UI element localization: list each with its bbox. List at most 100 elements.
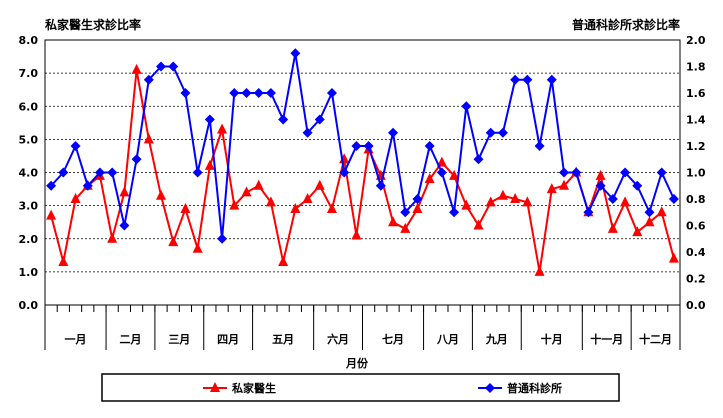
right-tick-label: 1.2 <box>686 140 706 153</box>
left-tick-label: 4.0 <box>19 167 39 180</box>
data-point <box>241 186 252 197</box>
right-tick-label: 0.8 <box>686 193 706 206</box>
data-point <box>668 252 679 263</box>
data-point <box>278 114 289 125</box>
data-point <box>217 123 228 134</box>
data-point <box>595 169 606 180</box>
data-point <box>620 167 631 178</box>
legend-marker <box>485 383 495 393</box>
data-point <box>253 179 264 190</box>
data-point <box>510 193 521 203</box>
data-point <box>302 127 313 138</box>
data-point <box>449 207 460 218</box>
data-point <box>595 180 606 191</box>
data-point <box>497 189 508 200</box>
data-point <box>241 88 252 98</box>
data-point <box>583 207 594 218</box>
data-point <box>485 127 496 138</box>
data-point <box>217 233 228 244</box>
left-tick-label: 0.0 <box>19 299 39 312</box>
data-point <box>265 88 276 98</box>
data-point <box>131 154 142 165</box>
data-point <box>192 242 203 253</box>
data-point <box>229 88 240 98</box>
data-point <box>656 206 667 217</box>
data-point <box>119 220 130 231</box>
data-point <box>473 219 484 230</box>
data-point <box>644 207 655 218</box>
data-point <box>339 167 350 178</box>
month-label: 六月 <box>327 332 349 346</box>
right-tick-label: 1.0 <box>686 167 706 180</box>
data-point <box>424 173 435 184</box>
month-label: 四月 <box>217 333 239 346</box>
data-point <box>168 61 179 72</box>
data-point <box>70 193 81 203</box>
month-label: 十月 <box>541 332 563 346</box>
data-point <box>546 74 557 85</box>
data-point <box>265 196 276 207</box>
month-label: 一月 <box>65 333 87 346</box>
left-axis-title: 私家醫生求診比率 <box>44 17 141 32</box>
data-point <box>571 167 582 178</box>
data-point <box>644 216 655 227</box>
data-point <box>412 202 423 213</box>
data-point <box>510 74 521 85</box>
data-point <box>632 226 643 237</box>
data-point <box>290 202 301 213</box>
data-point <box>156 61 167 72</box>
data-point <box>620 196 631 207</box>
data-point <box>46 180 57 191</box>
data-point <box>253 88 264 98</box>
legend: 私家醫生 普通科診所 <box>203 381 562 395</box>
data-point <box>82 180 93 191</box>
month-label: 七月 <box>382 332 404 346</box>
data-point <box>94 167 105 178</box>
data-point <box>351 141 362 151</box>
data-point <box>388 216 399 227</box>
data-point <box>485 196 496 207</box>
data-point <box>314 179 325 190</box>
right-axis-title: 普通科診所求診比率 <box>572 17 680 32</box>
left-tick-label: 7.0 <box>19 67 39 80</box>
data-point <box>192 167 203 178</box>
x-axis-title: 月份 <box>345 356 369 370</box>
data-point <box>522 74 533 85</box>
data-point <box>388 127 399 138</box>
data-point <box>522 196 533 207</box>
series-line <box>50 69 675 273</box>
left-tick-label: 8.0 <box>19 34 39 47</box>
data-point <box>180 88 191 98</box>
data-point <box>436 156 447 167</box>
month-label: 三月 <box>168 333 190 346</box>
month-label: 八月 <box>436 333 459 346</box>
data-point <box>46 209 57 220</box>
data-point <box>229 199 240 210</box>
data-point <box>375 180 386 191</box>
right-tick-label: 2.0 <box>686 34 706 47</box>
data-point <box>143 133 154 144</box>
data-point <box>290 48 301 59</box>
data-point <box>400 222 411 233</box>
left-tick-label: 2.0 <box>19 233 39 246</box>
data-point <box>168 236 179 247</box>
left-tick-label: 3.0 <box>19 200 39 213</box>
right-tick-label: 1.8 <box>686 61 706 74</box>
right-axis-ticks: 0.0 0.2 0.4 0.6 0.8 1.0 1.2 1.4 1.6 1.8 2.0 <box>686 34 706 312</box>
data-point <box>607 194 618 204</box>
series-1 <box>46 48 679 244</box>
month-label: 十一月 <box>590 332 623 346</box>
data-point <box>656 167 667 178</box>
data-point <box>156 189 167 200</box>
month-label: 二月 <box>119 333 141 346</box>
data-point <box>302 193 313 203</box>
data-point <box>412 194 423 204</box>
right-tick-label: 0.6 <box>686 220 706 233</box>
data-point <box>107 232 118 243</box>
data-point <box>204 159 215 170</box>
legend-box <box>101 373 620 402</box>
series-line <box>50 53 675 239</box>
data-point <box>58 167 69 178</box>
right-tick-label: 0.4 <box>686 246 706 259</box>
